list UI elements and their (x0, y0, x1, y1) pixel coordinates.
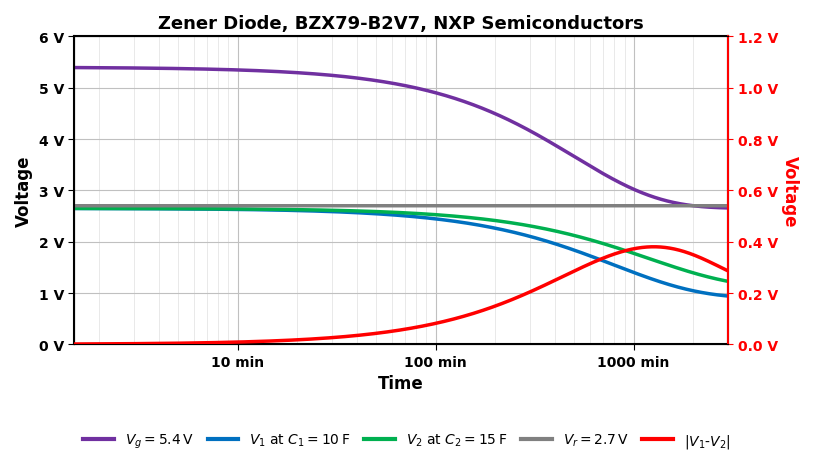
Legend: $V_g = 5.4\,\mathrm{V}$, $V_1$ at $C_1 = 10\,\mathrm{F}$, $V_2$ at $C_2 = 15\,\m: $V_g = 5.4\,\mathrm{V}$, $V_1$ at $C_1 =… (78, 426, 736, 456)
Y-axis label: Voltage: Voltage (15, 155, 33, 226)
X-axis label: Time: Time (379, 375, 424, 393)
Title: Zener Diode, BZX79-B2V7, NXP Semiconductors: Zener Diode, BZX79-B2V7, NXP Semiconduct… (159, 15, 644, 33)
Y-axis label: Voltage: Voltage (781, 155, 799, 226)
